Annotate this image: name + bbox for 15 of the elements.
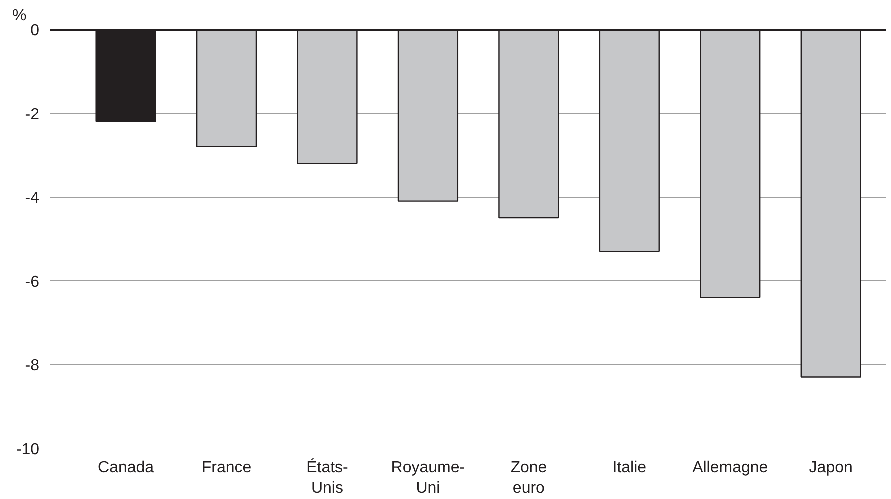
x-tick-label: Canada [98,460,154,476]
x-tick-label: Japon [809,460,853,476]
x-tick-label: France [202,460,252,476]
y-tick-label: -8 [25,358,40,375]
y-tick-label: -4 [25,190,40,208]
x-tick-label: Royaume- Uni [391,460,466,497]
y-tick-label: -10 [16,442,40,458]
x-tick-label: Zone euro [510,460,548,497]
y-tick-label: 0 [30,22,40,40]
x-tick-label: Italie [612,460,647,476]
x-tick-label: États- Unis [306,458,348,497]
x-tick-label: Allemagne [692,460,768,476]
y-tick-label: -6 [25,274,40,291]
y-axis-title: % [12,8,27,24]
y-tick-label: -2 [25,106,40,124]
